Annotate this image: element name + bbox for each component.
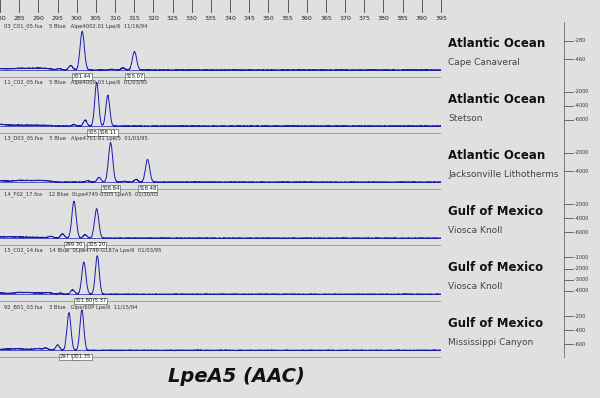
Text: 295: 295 bbox=[52, 16, 64, 21]
Text: -200: -200 bbox=[575, 314, 586, 319]
Text: Cape Canaveral: Cape Canaveral bbox=[448, 58, 520, 67]
Text: 355: 355 bbox=[282, 16, 293, 21]
Text: -4000: -4000 bbox=[575, 289, 589, 293]
Text: 301.44: 301.44 bbox=[73, 74, 91, 79]
Text: 318.48: 318.48 bbox=[139, 186, 157, 191]
Text: 325: 325 bbox=[167, 16, 179, 21]
Text: -6000: -6000 bbox=[575, 117, 589, 123]
Text: 11_C02_05.fsa    5 Blue   Alpe4009.03 Lpe/6  01/03/95: 11_C02_05.fsa 5 Blue Alpe4009.03 Lpe/6 0… bbox=[4, 80, 148, 85]
Text: Gulf of Mexico: Gulf of Mexico bbox=[448, 317, 544, 330]
Text: 385: 385 bbox=[397, 16, 409, 21]
Text: 03_C01_05.fsa    5 Blue   Alpe4002.01 Lpe/6  11/16/94: 03_C01_05.fsa 5 Blue Alpe4002.01 Lpe/6 1… bbox=[4, 23, 148, 29]
Text: 390: 390 bbox=[416, 16, 428, 21]
Text: 315: 315 bbox=[128, 16, 140, 21]
Text: 308.11: 308.11 bbox=[98, 130, 117, 135]
Text: -2000: -2000 bbox=[575, 201, 589, 207]
Text: -6000: -6000 bbox=[575, 230, 589, 234]
Text: -4000: -4000 bbox=[575, 216, 589, 220]
Text: -400: -400 bbox=[575, 328, 586, 333]
Text: 335: 335 bbox=[205, 16, 217, 21]
Text: 308.84: 308.84 bbox=[101, 186, 120, 191]
Text: 305.20: 305.20 bbox=[88, 242, 106, 247]
Text: Viosca Knoll: Viosca Knoll bbox=[448, 226, 503, 235]
Text: 340: 340 bbox=[224, 16, 236, 21]
Text: 301.80: 301.80 bbox=[74, 298, 93, 303]
Text: 380: 380 bbox=[377, 16, 389, 21]
Text: LpeA5 (AAC): LpeA5 (AAC) bbox=[167, 367, 304, 386]
Text: 345: 345 bbox=[244, 16, 255, 21]
Text: 305.22: 305.22 bbox=[88, 130, 106, 135]
Text: 350: 350 bbox=[263, 16, 274, 21]
Text: -460: -460 bbox=[575, 57, 586, 62]
Text: 15_C02_14.fsa    14 Blue  0Lpe4746-G187a Lpe/6  01/03/95: 15_C02_14.fsa 14 Blue 0Lpe4746-G187a Lpe… bbox=[4, 248, 162, 254]
Text: Stetson: Stetson bbox=[448, 114, 483, 123]
Text: Atlantic Ocean: Atlantic Ocean bbox=[448, 93, 545, 106]
Text: 370: 370 bbox=[339, 16, 351, 21]
Text: 297.94: 297.94 bbox=[59, 354, 78, 359]
Text: Atlantic Ocean: Atlantic Ocean bbox=[448, 149, 545, 162]
Text: 395: 395 bbox=[435, 16, 447, 21]
Text: -3000: -3000 bbox=[575, 277, 589, 282]
Text: 315.07: 315.07 bbox=[125, 74, 143, 79]
Text: Viosca Knoll: Viosca Knoll bbox=[448, 282, 503, 291]
Text: 305: 305 bbox=[90, 16, 102, 21]
Text: 285: 285 bbox=[13, 16, 25, 21]
Text: Gulf of Mexico: Gulf of Mexico bbox=[448, 261, 544, 274]
Text: 280: 280 bbox=[0, 16, 6, 21]
Text: 330: 330 bbox=[186, 16, 197, 21]
Text: 310: 310 bbox=[109, 16, 121, 21]
Text: 299.30: 299.30 bbox=[65, 242, 83, 247]
Text: 375: 375 bbox=[358, 16, 370, 21]
Text: Gulf of Mexico: Gulf of Mexico bbox=[448, 205, 544, 218]
Text: 300: 300 bbox=[71, 16, 83, 21]
Text: -4000: -4000 bbox=[575, 103, 589, 109]
Text: -600: -600 bbox=[575, 342, 586, 347]
Text: -4000: -4000 bbox=[575, 169, 589, 174]
Text: 92_B01_03.fsa    3 Blue   Glpe/60P Lpe/6  11/15/94: 92_B01_03.fsa 3 Blue Glpe/60P Lpe/6 11/1… bbox=[4, 304, 138, 310]
Text: Atlantic Ocean: Atlantic Ocean bbox=[448, 37, 545, 50]
Text: 290: 290 bbox=[32, 16, 44, 21]
Text: 320: 320 bbox=[148, 16, 160, 21]
Text: Jacksonville Lithotherms: Jacksonville Lithotherms bbox=[448, 170, 559, 179]
Text: -2000: -2000 bbox=[575, 266, 589, 271]
Text: -2000: -2000 bbox=[575, 90, 589, 94]
Text: -280: -280 bbox=[575, 38, 586, 43]
Text: 360: 360 bbox=[301, 16, 313, 21]
Text: 305.37: 305.37 bbox=[88, 298, 106, 303]
Text: 14_F02_17.fsa    12 Blue  0Lpe4745-0305 LpeA5  01/30/05: 14_F02_17.fsa 12 Blue 0Lpe4745-0305 LpeA… bbox=[4, 192, 159, 197]
Text: -1000: -1000 bbox=[575, 255, 589, 260]
Text: -2000: -2000 bbox=[575, 150, 589, 155]
Text: 301.35: 301.35 bbox=[73, 354, 91, 359]
Text: 13_D03_05.fsa    5 Blue   Alpe4701-81 Lpe/5  01/03/95: 13_D03_05.fsa 5 Blue Alpe4701-81 Lpe/5 0… bbox=[4, 136, 148, 141]
Text: 365: 365 bbox=[320, 16, 332, 21]
Text: Mississippi Canyon: Mississippi Canyon bbox=[448, 338, 533, 347]
